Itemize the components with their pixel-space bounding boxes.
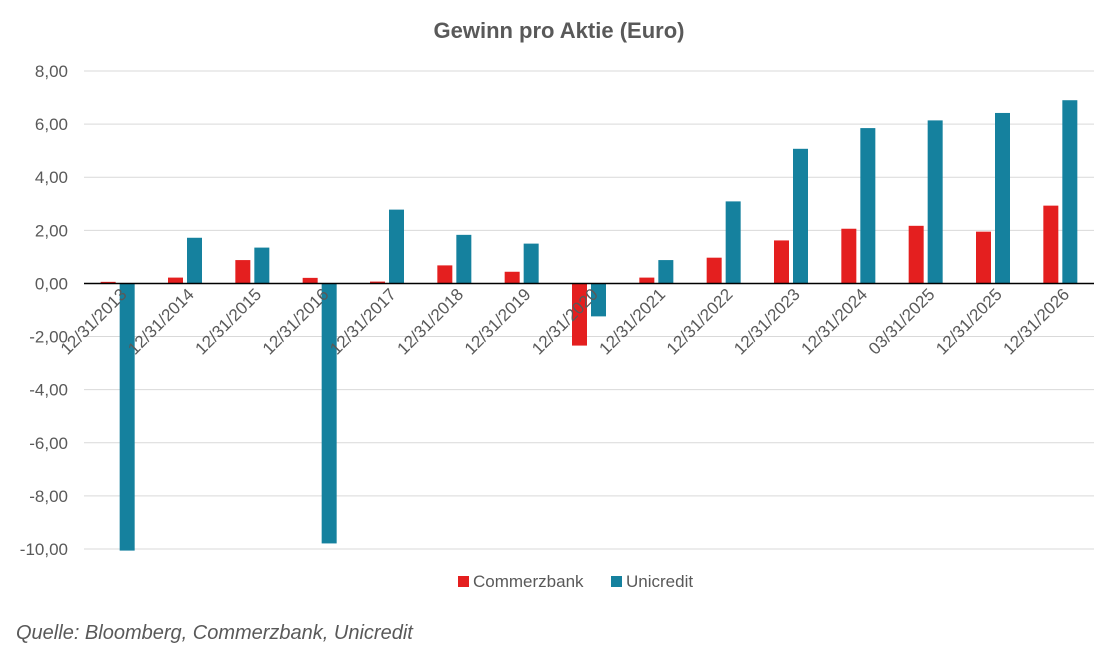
bar-unicredit-12-31-2026	[1062, 100, 1078, 284]
x-tick-label: 12/31/2017	[326, 285, 400, 359]
bar-unicredit-03-31-2025	[927, 120, 943, 284]
chart-title: Gewinn pro Aktie (Euro)	[434, 18, 685, 43]
x-tick-label: 12/31/2014	[124, 285, 198, 359]
y-tick-label: -6,00	[29, 434, 68, 453]
bar-commerzbank-12-31-2019	[504, 271, 520, 284]
bar-unicredit-12-31-2016	[321, 283, 337, 544]
bar-commerzbank-12-31-2026	[1043, 205, 1059, 284]
bar-commerzbank-03-31-2025	[908, 225, 924, 284]
x-tick-label: 03/31/2025	[865, 285, 939, 359]
x-tick-label: 12/31/2019	[461, 285, 535, 359]
x-tick-label: 12/31/2022	[663, 285, 737, 359]
legend: Commerzbank Unicredit	[458, 572, 693, 591]
bar-unicredit-12-31-2023	[793, 148, 808, 284]
x-tick-label: 12/31/2016	[259, 285, 333, 359]
bar-commerzbank-12-31-2020	[572, 283, 587, 346]
bar-commerzbank-12-31-2016	[302, 277, 318, 284]
bars	[100, 100, 1078, 551]
x-tick-label: 12/31/2013	[57, 285, 131, 359]
bar-unicredit-12-31-2020	[591, 283, 606, 317]
bar-unicredit-12-31-2017	[389, 209, 404, 284]
y-tick-label: 6,00	[35, 115, 68, 134]
bar-commerzbank-12-31-2023	[774, 240, 789, 284]
bar-unicredit-12-31-2022	[725, 201, 741, 284]
bar-commerzbank-12-31-2017	[370, 281, 385, 284]
x-tick-label: 12/31/2015	[192, 285, 266, 359]
bar-commerzbank-12-31-2015	[235, 260, 251, 284]
y-axis-tick-labels: 8,00 6,00 4,00 2,00 0,00 -2,00 -4,00 -6,00 -8,00…	[20, 62, 68, 559]
y-tick-label: -8,00	[29, 487, 68, 506]
bar-commerzbank-12-31-2013	[100, 281, 116, 284]
gridlines	[84, 70, 1094, 550]
bar-commerzbank-12-31-2021	[639, 277, 655, 284]
x-tick-label: 12/31/2018	[394, 285, 468, 359]
bar-commerzbank-12-31-2022	[706, 257, 722, 284]
y-tick-label: -2,00	[29, 328, 68, 347]
chart: Gewinn pro Aktie (Euro) 8,00 6,00 4,00 2,00…	[20, 18, 1094, 591]
y-tick-label: 8,00	[35, 62, 68, 81]
bar-unicredit-12-31-2021	[658, 260, 674, 284]
bar-commerzbank-12-31-2024	[841, 228, 857, 284]
legend-swatch-unicredit	[611, 576, 622, 587]
bar-commerzbank-12-31-2025	[976, 231, 991, 284]
y-tick-label: 0,00	[35, 274, 68, 293]
bar-unicredit-12-31-2019	[523, 243, 539, 284]
bar-unicredit-12-31-2014	[187, 237, 202, 284]
x-tick-label: 12/31/2020	[528, 285, 602, 359]
y-tick-label: 2,00	[35, 221, 68, 240]
y-tick-label: -4,00	[29, 381, 68, 400]
x-tick-label: 12/31/2023	[730, 285, 804, 359]
legend-swatch-commerzbank	[458, 576, 469, 587]
legend-label-commerzbank: Commerzbank	[473, 572, 584, 591]
y-tick-label: -10,00	[20, 540, 68, 559]
chart-svg: Gewinn pro Aktie (Euro) 8,00 6,00 4,00 2,00…	[20, 18, 1094, 591]
bar-unicredit-12-31-2018	[456, 234, 472, 284]
y-tick-label: 4,00	[35, 168, 68, 187]
bar-commerzbank-12-31-2018	[437, 265, 453, 284]
x-tick-label: 12/31/2021	[596, 285, 670, 359]
bar-unicredit-12-31-2013	[119, 283, 135, 551]
x-tick-label: 12/31/2025	[932, 285, 1006, 359]
bar-unicredit-12-31-2025	[995, 112, 1010, 284]
source-note: Quelle: Bloomberg, Commerzbank, Unicredi…	[16, 622, 413, 644]
legend-label-unicredit: Unicredit	[626, 572, 693, 591]
x-tick-label: 12/31/2024	[798, 285, 872, 359]
x-tick-label: 12/31/2026	[1000, 285, 1074, 359]
bar-unicredit-12-31-2024	[860, 128, 876, 284]
bar-unicredit-12-31-2015	[254, 247, 270, 284]
x-axis-tick-labels: 12/31/201312/31/201412/31/201512/31/2016…	[57, 285, 1073, 359]
bar-commerzbank-12-31-2014	[168, 277, 183, 284]
